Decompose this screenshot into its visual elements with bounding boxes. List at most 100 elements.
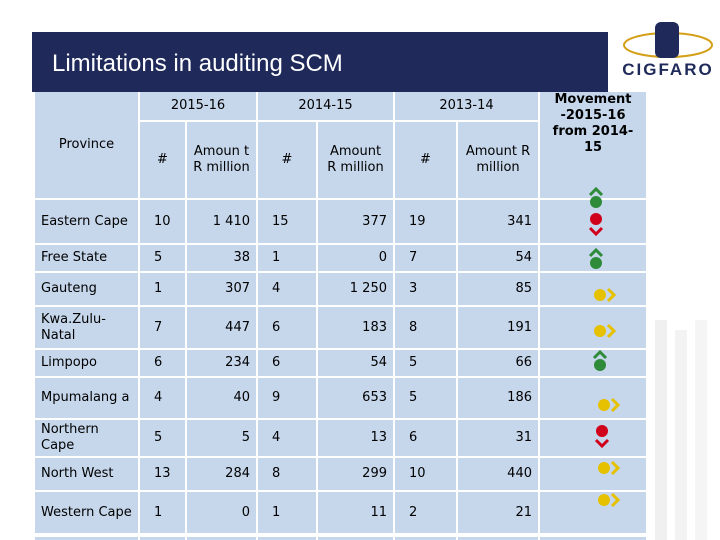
cell-text: 6 (409, 430, 418, 445)
cell-text: 183 (362, 319, 387, 335)
value-cell: 2 (395, 492, 456, 533)
row-cell (35, 537, 138, 540)
cell-text: 2014-15 (298, 98, 353, 113)
cell-text: 15 (272, 213, 289, 229)
movement-cell (540, 458, 646, 490)
value-cell: 54 (318, 350, 393, 376)
cell-text: 9 (272, 390, 281, 405)
down-icon (588, 213, 604, 237)
value-cell: 377 (318, 200, 393, 243)
cell-text: 8 (272, 466, 281, 481)
up-icon (592, 349, 608, 371)
cell-text: Amount R million (327, 144, 384, 175)
row-cell (318, 537, 393, 540)
cell-text: 66 (515, 355, 532, 370)
cell-text: # (420, 152, 431, 167)
header-cell: Province (35, 92, 138, 198)
cell-text: 341 (507, 213, 532, 229)
value-cell: 9 (258, 378, 316, 418)
up-icon (588, 186, 604, 208)
cell-text: 307 (225, 281, 250, 296)
header-cell: Amount R million (318, 122, 393, 198)
value-cell: 1 250 (318, 273, 393, 305)
cell-text: Movement -2015-16 from 2014-15 (552, 92, 634, 155)
cell-text: 10 (409, 466, 426, 481)
cell-text: 7 (409, 250, 418, 265)
cell-text: 284 (225, 466, 250, 481)
cell-text: 11 (370, 504, 387, 520)
cell-text: 40 (233, 390, 250, 405)
value-cell: 6 (258, 307, 316, 348)
movement-cell (540, 273, 646, 305)
header-cell: Amount R million (458, 122, 538, 198)
cell-text: 13 (370, 430, 387, 445)
value-cell: 0 (318, 245, 393, 271)
cell-text: 13 (154, 466, 171, 481)
province-cell: North West (35, 458, 138, 490)
value-cell: 13 (140, 458, 185, 490)
value-cell: 10 (140, 200, 185, 243)
header-cell: # (395, 122, 456, 198)
row-cell (395, 537, 456, 540)
cell-text: Kwa.Zulu-Natal (41, 311, 106, 343)
cell-text: 6 (272, 319, 281, 335)
cell-text: Western Cape (41, 504, 132, 520)
value-cell: 13 (318, 420, 393, 456)
value-cell: 8 (395, 307, 456, 348)
flat-icon (598, 492, 621, 508)
value-cell: 284 (187, 458, 256, 490)
cell-text: Province (58, 137, 115, 152)
flat-icon (594, 323, 617, 339)
value-cell: 1 (140, 492, 185, 533)
movement-cell (540, 492, 646, 533)
value-cell: 0 (187, 492, 256, 533)
cell-text: Gauteng (41, 281, 97, 296)
cell-text: 653 (362, 390, 387, 405)
province-cell: Limpopo (35, 350, 138, 376)
cell-text: 5 (154, 250, 163, 265)
cell-text: Mpumalang a (41, 390, 130, 405)
value-cell: 4 (258, 420, 316, 456)
cell-text: # (281, 152, 293, 167)
cell-text: 8 (409, 319, 418, 335)
row-cell (187, 537, 256, 540)
cell-text: North West (41, 466, 114, 481)
value-cell: 15 (258, 200, 316, 243)
value-cell: 447 (187, 307, 256, 348)
row-cell (140, 537, 185, 540)
value-cell: 4 (258, 273, 316, 305)
cell-text: 377 (362, 213, 387, 229)
value-cell: 341 (458, 200, 538, 243)
cell-text: 2 (409, 504, 418, 520)
cell-text: 447 (225, 319, 250, 335)
cell-text: Amount R million (465, 144, 531, 175)
cell-text: 299 (362, 466, 387, 481)
cell-text: 234 (225, 355, 250, 370)
cell-text: 3 (409, 281, 418, 296)
cell-text: Northern Cape (41, 422, 99, 453)
cell-text: 5 (241, 430, 250, 445)
value-cell: 5 (140, 245, 185, 271)
cell-text: 5 (409, 355, 418, 370)
cell-text: 1 (272, 504, 281, 520)
cell-text: 5 (154, 430, 163, 445)
province-cell: Eastern Cape (35, 200, 138, 243)
header-cell: Amoun t R million (187, 122, 256, 198)
value-cell: 183 (318, 307, 393, 348)
cell-text: 440 (507, 466, 532, 481)
value-cell: 6 (258, 350, 316, 376)
cell-text: 4 (272, 430, 281, 445)
cell-text: 19 (409, 213, 426, 229)
cell-text: 1 (154, 504, 163, 520)
value-cell: 1 (258, 245, 316, 271)
year-header: 2015-16 (140, 92, 256, 120)
cell-text: 10 (154, 213, 171, 229)
value-cell: 6 (395, 420, 456, 456)
value-cell: 66 (458, 350, 538, 376)
cell-text: 0 (241, 504, 250, 520)
value-cell: 1 (140, 273, 185, 305)
cell-text: 21 (515, 504, 532, 520)
header-cell: # (140, 122, 185, 198)
